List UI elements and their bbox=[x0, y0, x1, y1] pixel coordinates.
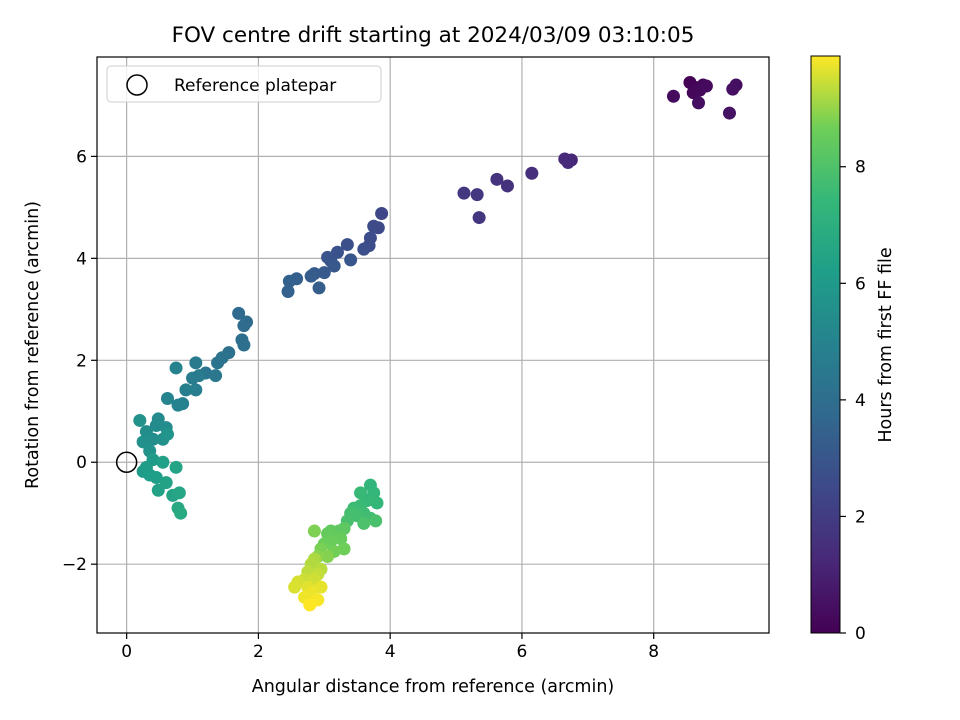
y-axis-label: Rotation from reference (arcmin) bbox=[23, 201, 43, 489]
reference-platepar-point bbox=[115, 451, 138, 473]
colorbar-tick-label: 6 bbox=[855, 274, 866, 294]
data-point bbox=[237, 319, 251, 333]
data-point bbox=[209, 369, 223, 383]
data-point bbox=[334, 532, 348, 546]
x-axis-label: Angular distance from reference (arcmin) bbox=[252, 677, 615, 697]
data-point bbox=[133, 413, 147, 427]
grid-lines bbox=[97, 57, 769, 633]
data-point bbox=[146, 432, 160, 446]
data-point bbox=[375, 206, 389, 220]
x-tick-label: 4 bbox=[385, 642, 396, 662]
data-point bbox=[136, 435, 150, 449]
data-point bbox=[692, 96, 706, 110]
data-point bbox=[357, 516, 371, 530]
colorbar-tick-label: 8 bbox=[855, 158, 866, 178]
data-point bbox=[666, 89, 680, 103]
data-point bbox=[321, 550, 335, 564]
data-point bbox=[169, 460, 183, 474]
data-point bbox=[149, 419, 163, 433]
data-point bbox=[500, 179, 514, 193]
data-point bbox=[699, 79, 713, 93]
data-point bbox=[470, 188, 484, 202]
data-point bbox=[174, 506, 188, 520]
data-point bbox=[312, 281, 326, 295]
legend: Reference platepar bbox=[106, 65, 382, 103]
data-point bbox=[160, 392, 174, 406]
data-point bbox=[490, 172, 504, 186]
data-point bbox=[211, 356, 225, 370]
data-point bbox=[304, 269, 318, 283]
plot-area bbox=[97, 57, 769, 633]
data-point bbox=[327, 259, 341, 273]
y-axis-ticks: −2 0 2 4 6 bbox=[62, 147, 97, 575]
data-point bbox=[281, 284, 295, 298]
data-point bbox=[237, 338, 251, 352]
data-point bbox=[317, 266, 331, 280]
data-point bbox=[354, 486, 368, 500]
data-point bbox=[189, 356, 203, 370]
data-point bbox=[172, 486, 186, 500]
data-point bbox=[156, 455, 170, 469]
data-point bbox=[282, 274, 296, 288]
data-point bbox=[369, 514, 383, 528]
x-axis-ticks: 0 2 4 6 8 bbox=[121, 633, 659, 662]
y-tick-label: 2 bbox=[76, 351, 87, 371]
y-tick-label: 0 bbox=[76, 453, 87, 473]
data-point bbox=[367, 219, 381, 233]
y-tick-label: −2 bbox=[62, 555, 87, 575]
colorbar-tick-label: 0 bbox=[855, 624, 866, 644]
data-point bbox=[160, 427, 174, 441]
x-tick-label: 0 bbox=[121, 642, 132, 662]
data-point bbox=[558, 152, 572, 166]
data-point bbox=[472, 211, 486, 225]
data-point bbox=[159, 476, 173, 490]
data-point bbox=[189, 383, 203, 397]
data-point bbox=[525, 166, 539, 180]
data-point bbox=[722, 106, 736, 120]
data-point bbox=[186, 371, 200, 385]
data-point bbox=[171, 398, 185, 412]
data-point bbox=[726, 82, 740, 96]
chart-title: FOV centre drift starting at 2024/03/09 … bbox=[172, 23, 695, 48]
legend-label: Reference platepar bbox=[174, 76, 336, 96]
data-point bbox=[457, 186, 471, 200]
data-point bbox=[344, 253, 358, 267]
data-point bbox=[303, 598, 317, 612]
colorbar-label: Hours from first FF file bbox=[876, 247, 896, 442]
data-point bbox=[307, 524, 321, 538]
data-point bbox=[340, 238, 354, 252]
y-tick-label: 6 bbox=[76, 147, 87, 167]
reference-marker bbox=[115, 451, 138, 473]
x-tick-label: 6 bbox=[517, 642, 528, 662]
colorbar: 0 2 4 6 8 Hours from first FF file bbox=[810, 55, 896, 644]
colorbar-tick-label: 4 bbox=[855, 391, 866, 411]
x-tick-label: 2 bbox=[253, 642, 264, 662]
colorbar-tick-label: 2 bbox=[855, 507, 866, 527]
data-point bbox=[370, 496, 384, 510]
data-point bbox=[232, 306, 246, 320]
data-point bbox=[179, 383, 193, 397]
legend-box bbox=[106, 65, 382, 103]
y-tick-label: 4 bbox=[76, 249, 87, 269]
x-tick-label: 8 bbox=[648, 642, 659, 662]
data-point bbox=[337, 542, 351, 556]
legend-marker bbox=[126, 74, 148, 96]
data-points bbox=[133, 75, 743, 612]
data-point bbox=[314, 580, 328, 594]
plot-frame bbox=[96, 56, 770, 634]
colorbar-ticks: 0 2 4 6 8 bbox=[840, 158, 866, 644]
data-point bbox=[149, 471, 163, 485]
data-point bbox=[288, 580, 302, 594]
data-point bbox=[357, 242, 371, 256]
colorbar-gradient bbox=[810, 55, 841, 634]
data-point bbox=[169, 361, 183, 375]
